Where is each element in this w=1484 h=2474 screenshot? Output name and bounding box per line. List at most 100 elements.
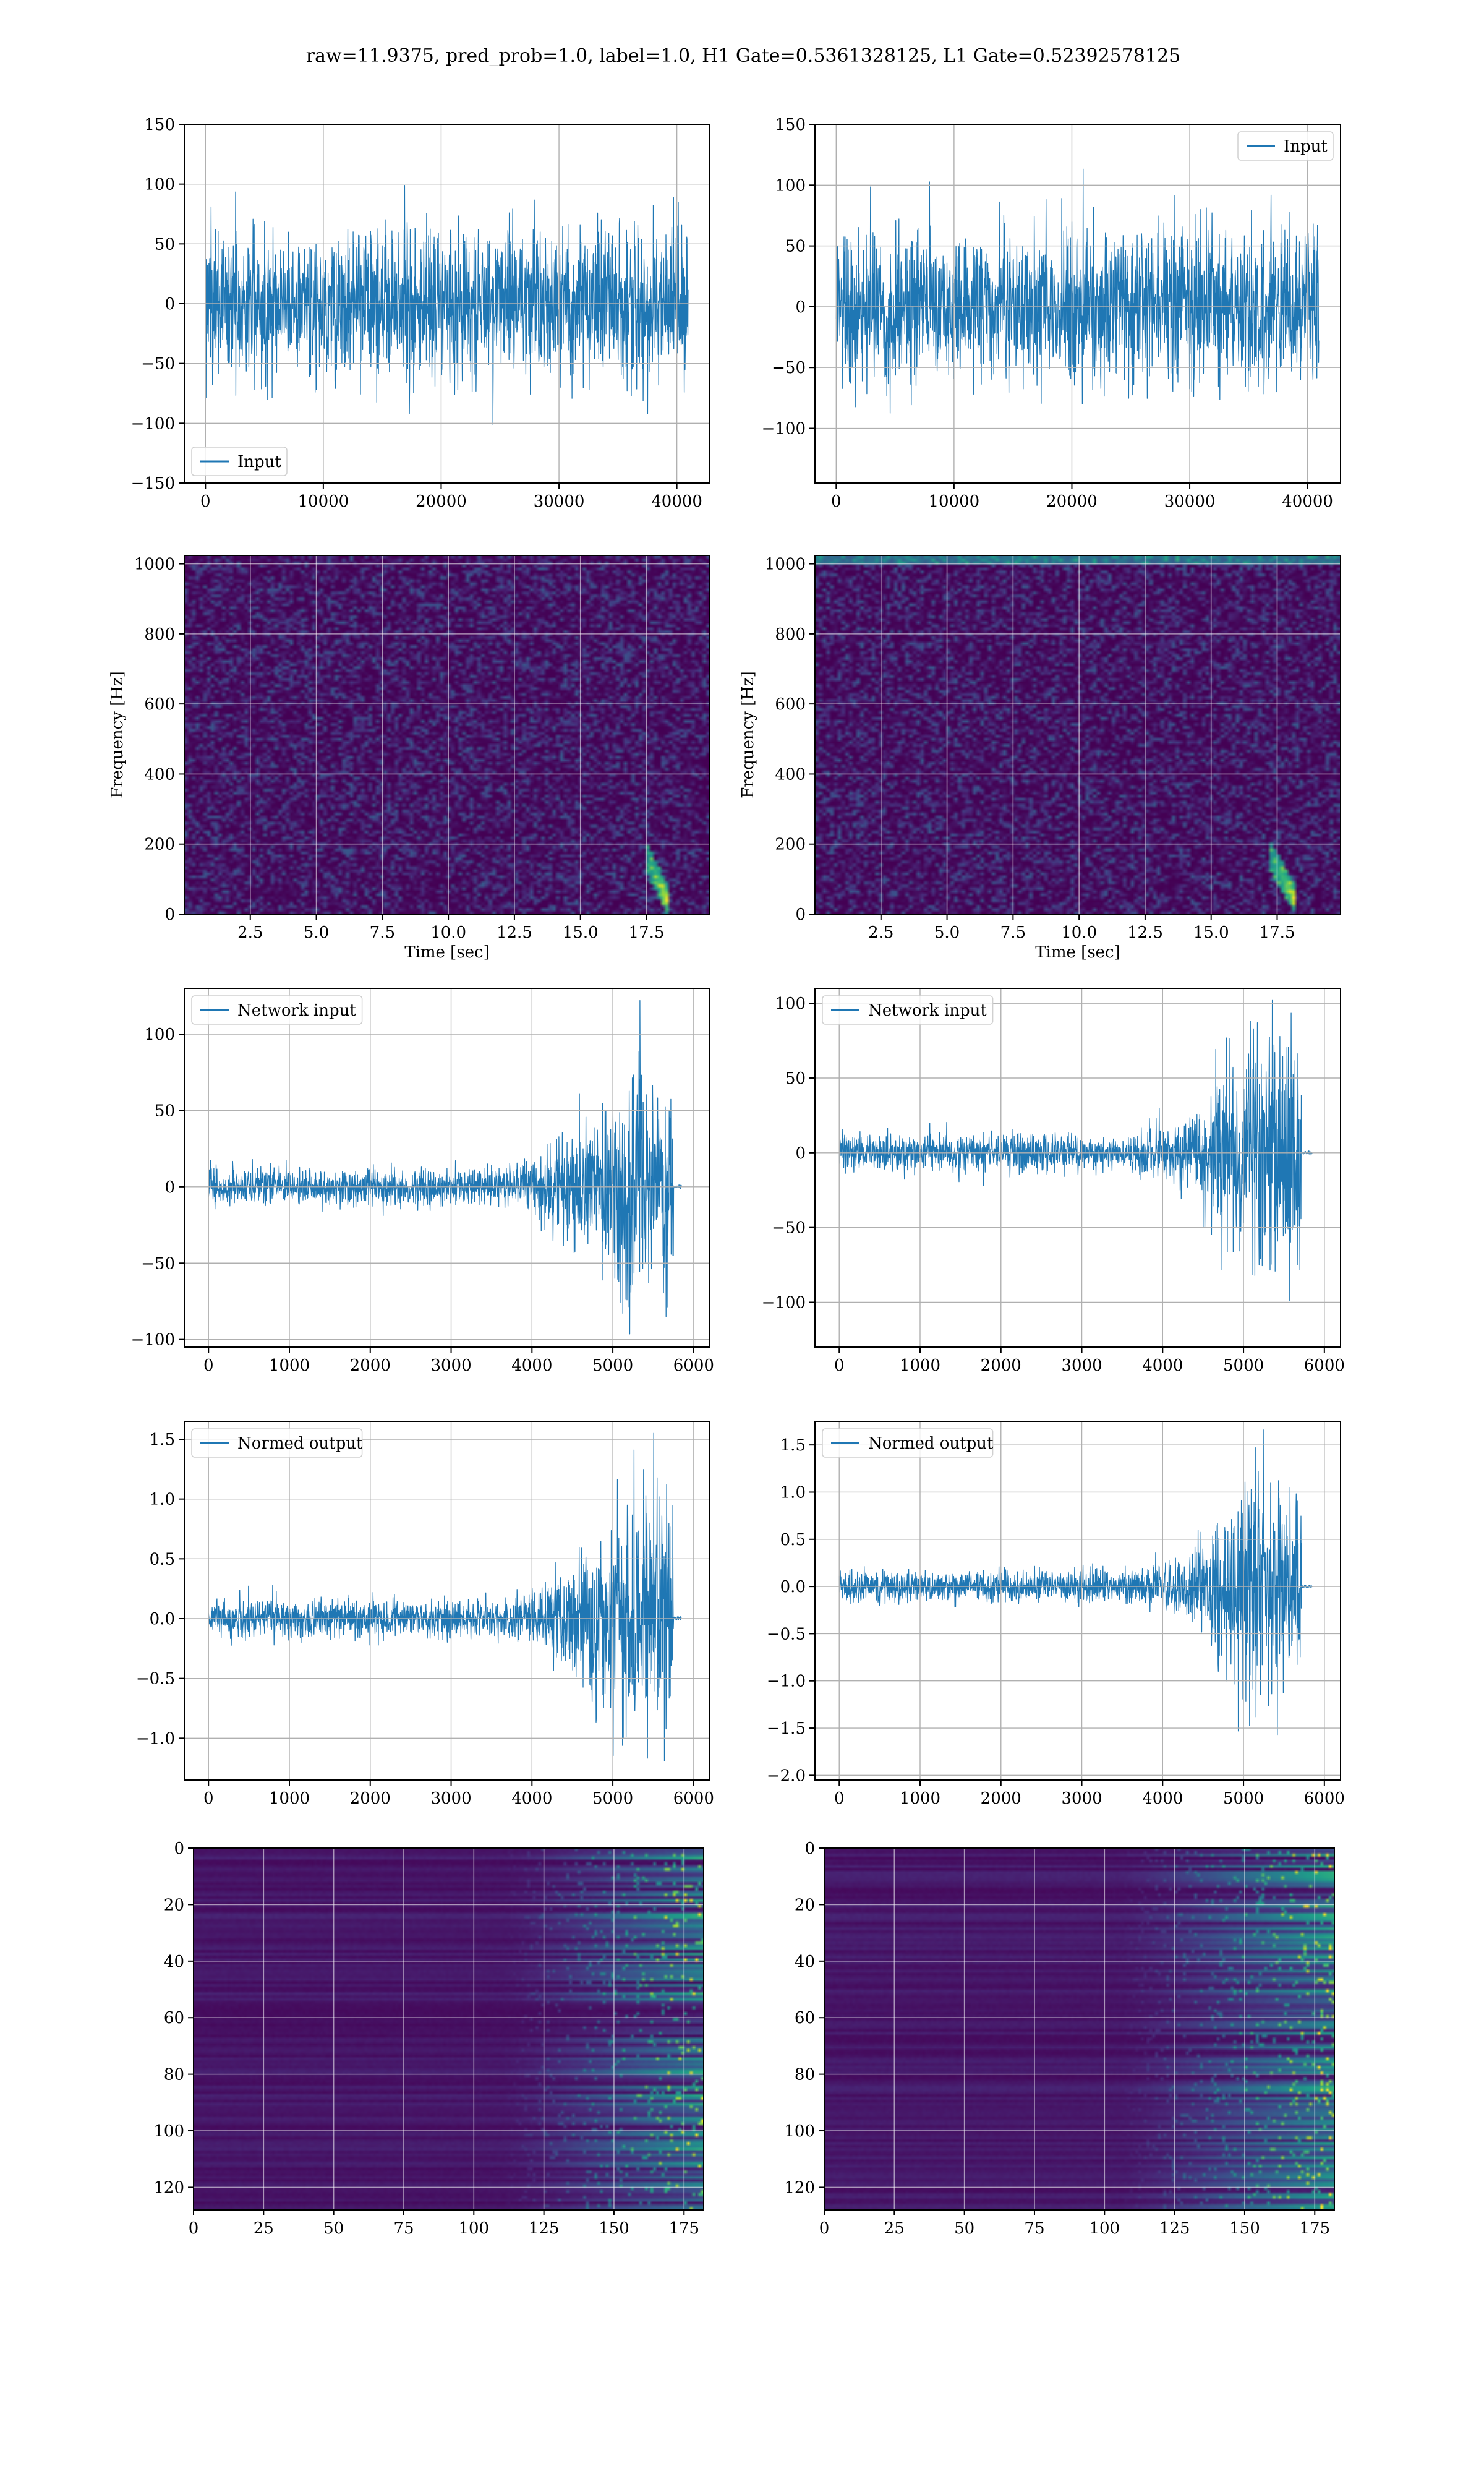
x-tick-label: 2000 (981, 1789, 1021, 1808)
y-tick-label: 60 (164, 2009, 184, 2027)
y-tick-label: −100 (131, 1331, 175, 1350)
x-axis-label: Time [sec] (404, 943, 490, 962)
axes-l1-features: 0 25 50 75 100 125 150 175 0 20 40 60 80 100 120 (784, 1839, 1335, 2238)
heatmap-image (194, 1848, 704, 2210)
y-tick-label: −100 (762, 420, 806, 439)
series-line (838, 999, 1313, 1301)
x-tick-label: 40000 (1282, 492, 1333, 511)
y-tick-label: 1000 (765, 555, 806, 574)
y-tick-label: −50 (141, 355, 175, 374)
axes-l1-norm: 0 1000 2000 3000 4000 5000 6000 −2.0 −1.5 −1.0 −0.… (767, 1421, 1345, 1808)
y-tick-label: 120 (784, 2178, 815, 2197)
x-tick-label: 50 (954, 2219, 974, 2238)
x-tick-label: 12.5 (1127, 923, 1163, 942)
y-tick-label: 50 (155, 235, 175, 254)
x-tick-label: 30000 (1164, 492, 1216, 511)
x-tick-label: 12.5 (497, 923, 532, 942)
y-tick-label: 100 (775, 176, 806, 195)
axes-frame (193, 1847, 704, 2211)
x-tick-label: 5000 (1223, 1789, 1264, 1808)
y-tick-label: 100 (144, 176, 175, 194)
x-tick-label: 3000 (430, 1356, 471, 1375)
x-tick-label: 125 (1159, 2219, 1190, 2238)
y-tick-label: 0.5 (150, 1550, 175, 1569)
y-tick-label: 400 (775, 765, 806, 784)
y-tick-label: 0 (164, 1178, 175, 1197)
legend-entry: Normed output (237, 1434, 363, 1453)
x-tick-label: 175 (668, 2219, 699, 2238)
x-tick-label: 17.5 (629, 923, 665, 942)
grid-lines (815, 555, 1341, 915)
y-tick-label: 0 (795, 1144, 806, 1163)
y-tick-label: −2.0 (767, 1766, 806, 1785)
x-tick-label: 40000 (651, 492, 702, 511)
y-tick-label: 600 (144, 695, 175, 714)
y-tick-label: 400 (144, 765, 175, 784)
x-tick-label: 25 (254, 2219, 274, 2238)
axes-frame (184, 1421, 710, 1781)
legend-box (1237, 131, 1334, 161)
y-tick-label: −50 (772, 359, 806, 377)
plot-area (815, 1421, 1341, 1780)
legend-box (191, 447, 288, 476)
x-tick-label: 7.5 (1000, 923, 1026, 942)
y-tick-label: 40 (795, 1953, 815, 1971)
y-tick-label: 1.0 (150, 1491, 175, 1509)
x-tick-label: 1000 (269, 1356, 310, 1375)
plot-area (184, 555, 710, 914)
x-tick-label: 15.0 (563, 923, 599, 942)
x-tick-label: 0 (203, 1789, 214, 1808)
axes-h1-net: 0 1000 2000 3000 4000 5000 6000 −100 −50 0 50 100 Ne… (131, 988, 714, 1375)
plot-area (824, 1848, 1334, 2210)
plot-background (184, 988, 710, 1347)
legend: Normed output (822, 1428, 994, 1458)
x-tick-label: 20000 (1046, 492, 1098, 511)
y-tick-label: 80 (164, 2066, 184, 2084)
heatmap-image (815, 555, 1341, 914)
x-tick-label: 7.5 (370, 923, 395, 942)
y-tick-label: 150 (775, 116, 806, 134)
x-tick-label: 75 (1024, 2219, 1044, 2238)
y-tick-label: 200 (775, 836, 806, 854)
legend-box (191, 995, 363, 1025)
y-tick-label: −50 (772, 1219, 806, 1238)
x-tick-label: 0 (200, 492, 211, 511)
grid-lines (193, 1847, 704, 2210)
x-tick-label: 3000 (1061, 1356, 1102, 1375)
x-tick-label: 4000 (1142, 1789, 1183, 1808)
y-tick-label: 50 (785, 238, 806, 256)
y-tick-label: 150 (144, 116, 175, 134)
x-tick-label: 0 (203, 1356, 214, 1375)
y-tick-label: 200 (144, 836, 175, 854)
x-tick-label: 150 (599, 2219, 629, 2238)
y-tick-label: 60 (795, 2009, 815, 2027)
y-tick-label: 50 (155, 1102, 175, 1120)
x-tick-label: 3000 (430, 1789, 471, 1808)
x-tick-label: 5.0 (304, 923, 329, 942)
grid-lines (824, 1847, 1334, 2210)
axes-frame (814, 555, 1341, 915)
y-axis-label: Frequency [Hz] (739, 671, 757, 798)
y-tick-label: 0.0 (150, 1610, 175, 1629)
plot-background (184, 1421, 710, 1780)
grid-lines (815, 1421, 1341, 1780)
y-tick-label: −1.0 (136, 1729, 175, 1748)
x-tick-label: 175 (1299, 2219, 1330, 2238)
y-tick-label: −100 (762, 1294, 806, 1312)
x-tick-label: 1000 (900, 1789, 940, 1808)
y-tick-label: −1.5 (767, 1719, 806, 1738)
x-tick-label: 10.0 (430, 923, 466, 942)
x-tick-label: 100 (1089, 2219, 1120, 2238)
y-tick-label: −1.0 (767, 1672, 806, 1691)
y-tick-label: 20 (795, 1896, 815, 1914)
legend-entry: Input (1284, 137, 1328, 156)
y-tick-label: 20 (164, 1896, 184, 1914)
x-tick-label: 2.5 (237, 923, 263, 942)
x-tick-label: 6000 (673, 1356, 714, 1375)
x-tick-label: 4000 (511, 1356, 552, 1375)
plot-area (815, 124, 1341, 483)
y-tick-label: 1.5 (780, 1436, 806, 1455)
x-tick-label: 6000 (673, 1789, 714, 1808)
x-tick-label: 2000 (981, 1356, 1021, 1375)
